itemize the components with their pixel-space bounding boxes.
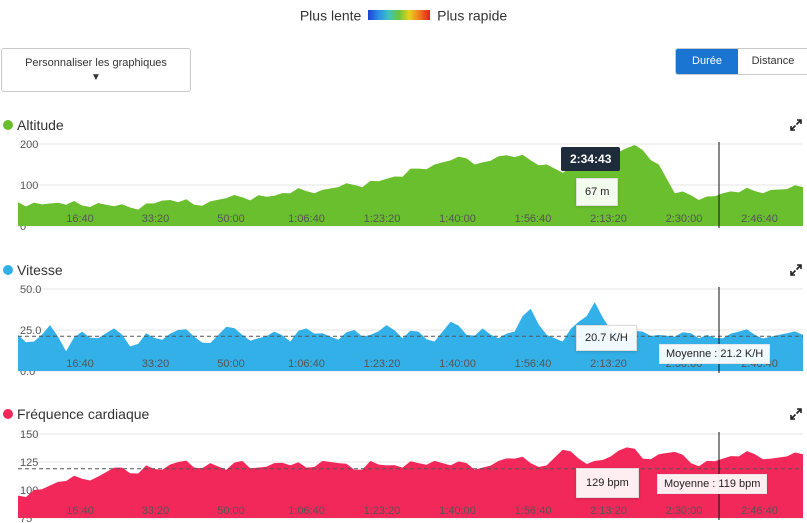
y-tick-label: 150	[20, 429, 38, 441]
x-tick-label: 33:20	[142, 213, 170, 225]
speed-gradient-bar	[368, 10, 431, 21]
x-tick-label: 1:56:40	[515, 213, 552, 225]
speed-dot-icon	[3, 265, 13, 276]
speed-title-text: Vitesse	[17, 262, 63, 278]
x-tick-label: 1:40:00	[439, 505, 476, 517]
y-tick-label: 200	[20, 139, 38, 151]
axis-mode-toggle: Durée Distance	[675, 48, 807, 75]
legend-slow-label: Plus lente	[299, 7, 362, 24]
x-tick-label: 2:13:20	[590, 213, 627, 225]
altitude-chart-title: Altitude	[3, 117, 64, 133]
x-tick-label: 1:40:00	[439, 358, 476, 370]
speed-value-tooltip: 20.7 K/H	[576, 325, 637, 351]
altitude-title-text: Altitude	[17, 117, 64, 133]
x-tick-label: 33:20	[142, 358, 170, 370]
expand-speed-icon[interactable]	[790, 264, 802, 276]
y-tick-label: 0	[20, 221, 26, 233]
altitude-dot-icon	[3, 120, 13, 131]
x-tick-label: 2:30:00	[666, 213, 703, 225]
chevron-down-icon: ▼	[91, 72, 101, 83]
customize-charts-label: Personnaliser les graphiques	[25, 57, 167, 69]
y-tick-label: 25.0	[20, 325, 41, 337]
expand-heart-rate-icon[interactable]	[790, 408, 802, 420]
x-tick-label: 33:20	[142, 505, 170, 517]
speed-color-legend: Plus lente Plus rapide	[0, 6, 807, 23]
y-tick-label: 50.0	[20, 284, 41, 296]
expand-altitude-icon[interactable]	[790, 119, 802, 131]
speed-average-label: Moyenne : 21.2 K/H	[659, 344, 771, 364]
x-tick-label: 2:13:20	[590, 505, 627, 517]
x-tick-label: 50:00	[217, 213, 245, 225]
y-tick-label: 125	[20, 457, 38, 469]
speed-chart[interactable]: 50.025.00.016:40 33:20 50:00 1:06:40 1:23:20…	[0, 283, 807, 378]
heart-rate-value-tooltip: 129 bpm	[576, 468, 639, 498]
altitude-value-tooltip: 67 m	[576, 178, 619, 206]
x-tick-label: 2:30:00	[666, 505, 703, 517]
x-tick-label: 2:46:40	[741, 505, 778, 517]
x-tick-label: 1:06:40	[288, 213, 325, 225]
heart-rate-chart-title: Fréquence cardiaque	[3, 406, 149, 422]
x-tick-label: 2:46:40	[741, 213, 778, 225]
x-tick-label: 1:06:40	[288, 505, 325, 517]
heart-rate-average-label: Moyenne : 119 bpm	[657, 474, 768, 494]
y-tick-label: 100	[20, 180, 38, 192]
x-tick-label: 50:00	[217, 505, 245, 517]
heart-rate-dot-icon	[3, 409, 13, 420]
cursor-time-tooltip: 2:34:43	[561, 147, 621, 171]
x-tick-label: 1:56:40	[515, 505, 552, 517]
x-tick-label: 50:00	[217, 358, 245, 370]
legend-fast-label: Plus rapide	[437, 7, 508, 24]
customize-charts-dropdown[interactable]: Personnaliser les graphiques ▼	[1, 48, 191, 92]
heart-rate-chart[interactable]: 1501251007516:4033:2050:001:06:401:23:20…	[0, 428, 807, 523]
distance-toggle-button[interactable]: Distance	[738, 49, 807, 74]
hr-area-series	[18, 447, 803, 518]
x-tick-label: 1:23:20	[364, 213, 401, 225]
duration-toggle-button[interactable]: Durée	[676, 49, 738, 74]
x-tick-label: 1:23:20	[364, 358, 401, 370]
altitude-chart[interactable]: 200 100 0 16:40 33:20 50:00 1:06:40 1:23:20 1:40…	[0, 138, 807, 233]
x-tick-label: 1:40:00	[439, 213, 476, 225]
x-tick-label: 16:40	[66, 213, 94, 225]
speed-chart-title: Vitesse	[3, 262, 63, 278]
x-tick-label: 1:23:20	[364, 505, 401, 517]
x-tick-label: 2:13:20	[590, 358, 627, 370]
x-tick-label: 16:40	[66, 505, 94, 517]
x-tick-label: 1:06:40	[288, 358, 325, 370]
heart-rate-title-text: Fréquence cardiaque	[17, 406, 150, 422]
x-tick-label: 1:56:40	[515, 358, 552, 370]
x-tick-label: 16:40	[66, 358, 94, 370]
